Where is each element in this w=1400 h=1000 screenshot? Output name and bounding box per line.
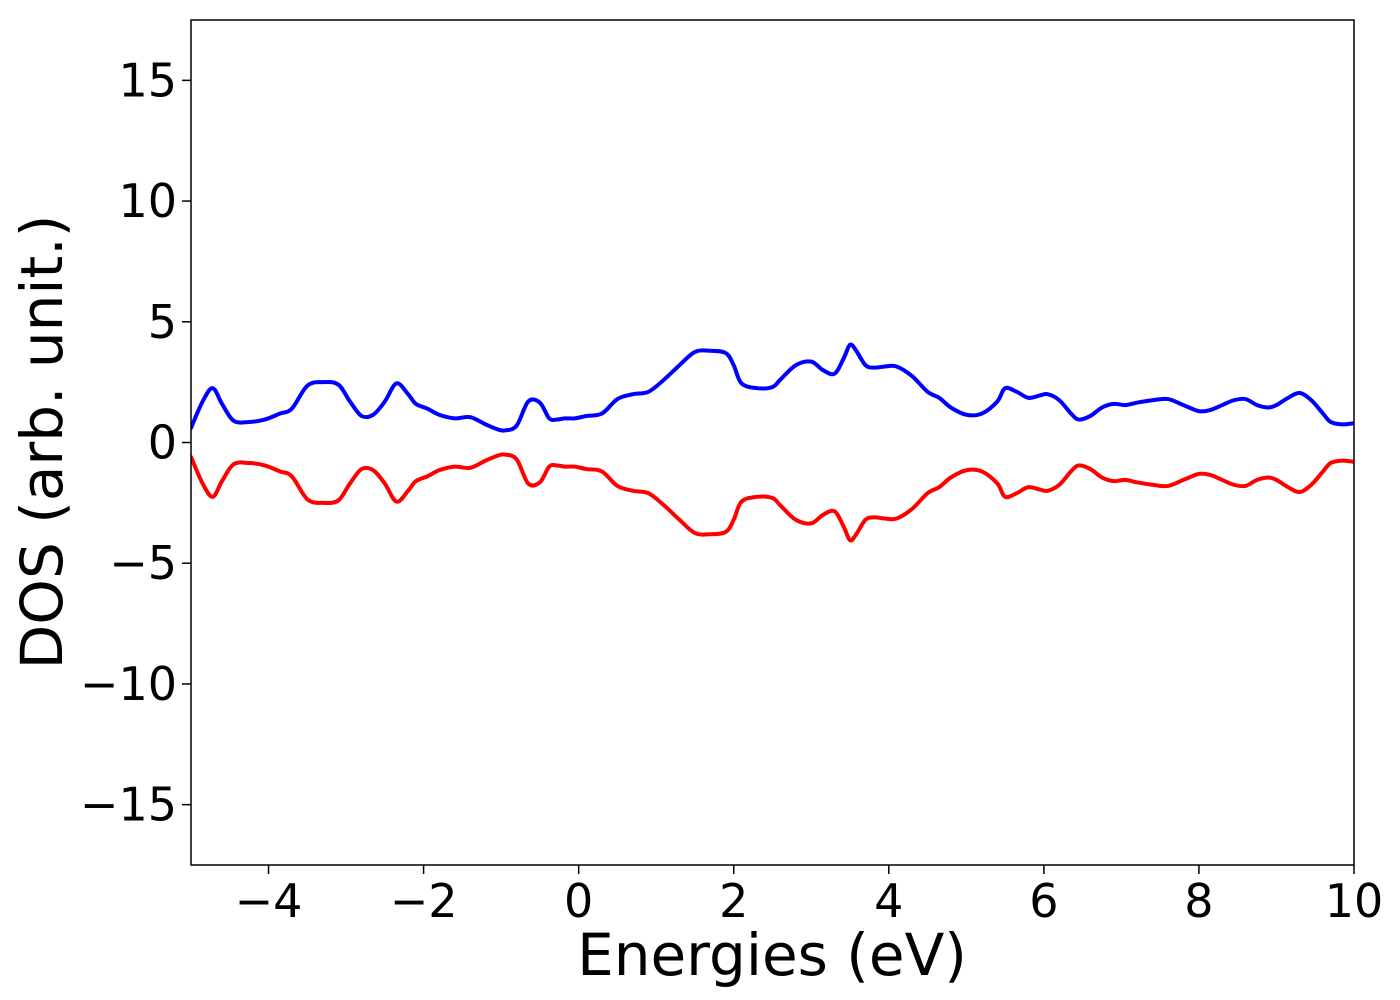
x-tick-label: −2 xyxy=(390,874,458,928)
x-tick-label: 10 xyxy=(1325,874,1384,928)
dos-series-line-up xyxy=(191,342,1354,433)
x-tick-label: 0 xyxy=(564,874,593,928)
x-tick-label: −4 xyxy=(235,874,303,928)
x-axis-ticks: −4 −2 0 2 4 6 8 10 xyxy=(235,865,1384,928)
y-tick-label: −5 xyxy=(109,536,177,590)
y-axis-ticks: −15 −10 −5 0 5 10 15 xyxy=(80,53,191,832)
x-tick-label: 8 xyxy=(1184,874,1213,928)
y-tick-label: −15 xyxy=(80,778,177,832)
series-layer xyxy=(191,342,1354,543)
y-tick-label: 5 xyxy=(148,295,177,349)
x-tick-label: 4 xyxy=(874,874,903,928)
y-tick-label: 15 xyxy=(118,53,177,107)
y-tick-label: −10 xyxy=(80,657,177,711)
x-axis-label: Energies (eV) xyxy=(577,921,967,989)
y-tick-label: 0 xyxy=(148,416,177,470)
dos-series-line-down xyxy=(191,452,1354,543)
y-axis-label: DOS (arb. unit.) xyxy=(8,215,76,670)
x-tick-label: 6 xyxy=(1029,874,1058,928)
y-tick-label: 10 xyxy=(118,174,177,228)
x-tick-label: 2 xyxy=(719,874,748,928)
